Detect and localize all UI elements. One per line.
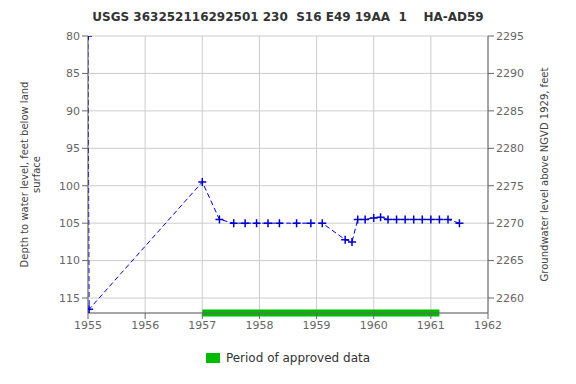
svg-text:110: 110: [59, 254, 80, 267]
svg-text:2260: 2260: [496, 292, 524, 305]
svg-text:2280: 2280: [496, 142, 524, 155]
svg-text:85: 85: [66, 67, 80, 80]
svg-text:Groundwater level above NGVD 1: Groundwater level above NGVD 1929, feet: [539, 68, 550, 282]
html-text:USGS 363252116292501 230 S16 E: USGS 363252116292501 230 S16 E49 19AA 1 …: [92, 10, 484, 24]
svg-text:90: 90: [66, 105, 80, 118]
svg-text:1956: 1956: [131, 319, 159, 332]
svg-text:2265: 2265: [496, 254, 524, 267]
svg-text:2295: 2295: [496, 30, 524, 43]
svg-text:1957: 1957: [188, 319, 216, 332]
svg-text:105: 105: [59, 217, 80, 230]
svg-text:1962: 1962: [474, 319, 502, 332]
svg-text:115: 115: [59, 292, 80, 305]
svg-text:2275: 2275: [496, 180, 524, 193]
svg-text:1960: 1960: [360, 319, 388, 332]
svg-text:2270: 2270: [496, 217, 524, 230]
svg-text:2290: 2290: [496, 67, 524, 80]
svg-text:Depth to water level, feet bel: Depth to water level, feet below landsur…: [19, 82, 42, 268]
svg-text:1959: 1959: [303, 319, 331, 332]
svg-text:80: 80: [66, 30, 80, 43]
html-text:Period of approved data: Period of approved data: [225, 351, 371, 365]
svg-text:1961: 1961: [417, 319, 445, 332]
svg-text:1955: 1955: [74, 319, 102, 332]
svg-text:2285: 2285: [496, 105, 524, 118]
svg-text:1958: 1958: [245, 319, 273, 332]
svg-text:100: 100: [59, 180, 80, 193]
svg-text:95: 95: [66, 142, 80, 155]
